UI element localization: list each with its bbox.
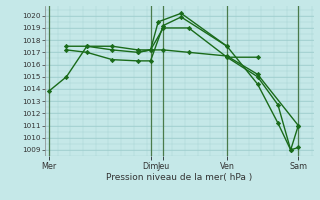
X-axis label: Pression niveau de la mer( hPa ): Pression niveau de la mer( hPa ) xyxy=(106,173,252,182)
